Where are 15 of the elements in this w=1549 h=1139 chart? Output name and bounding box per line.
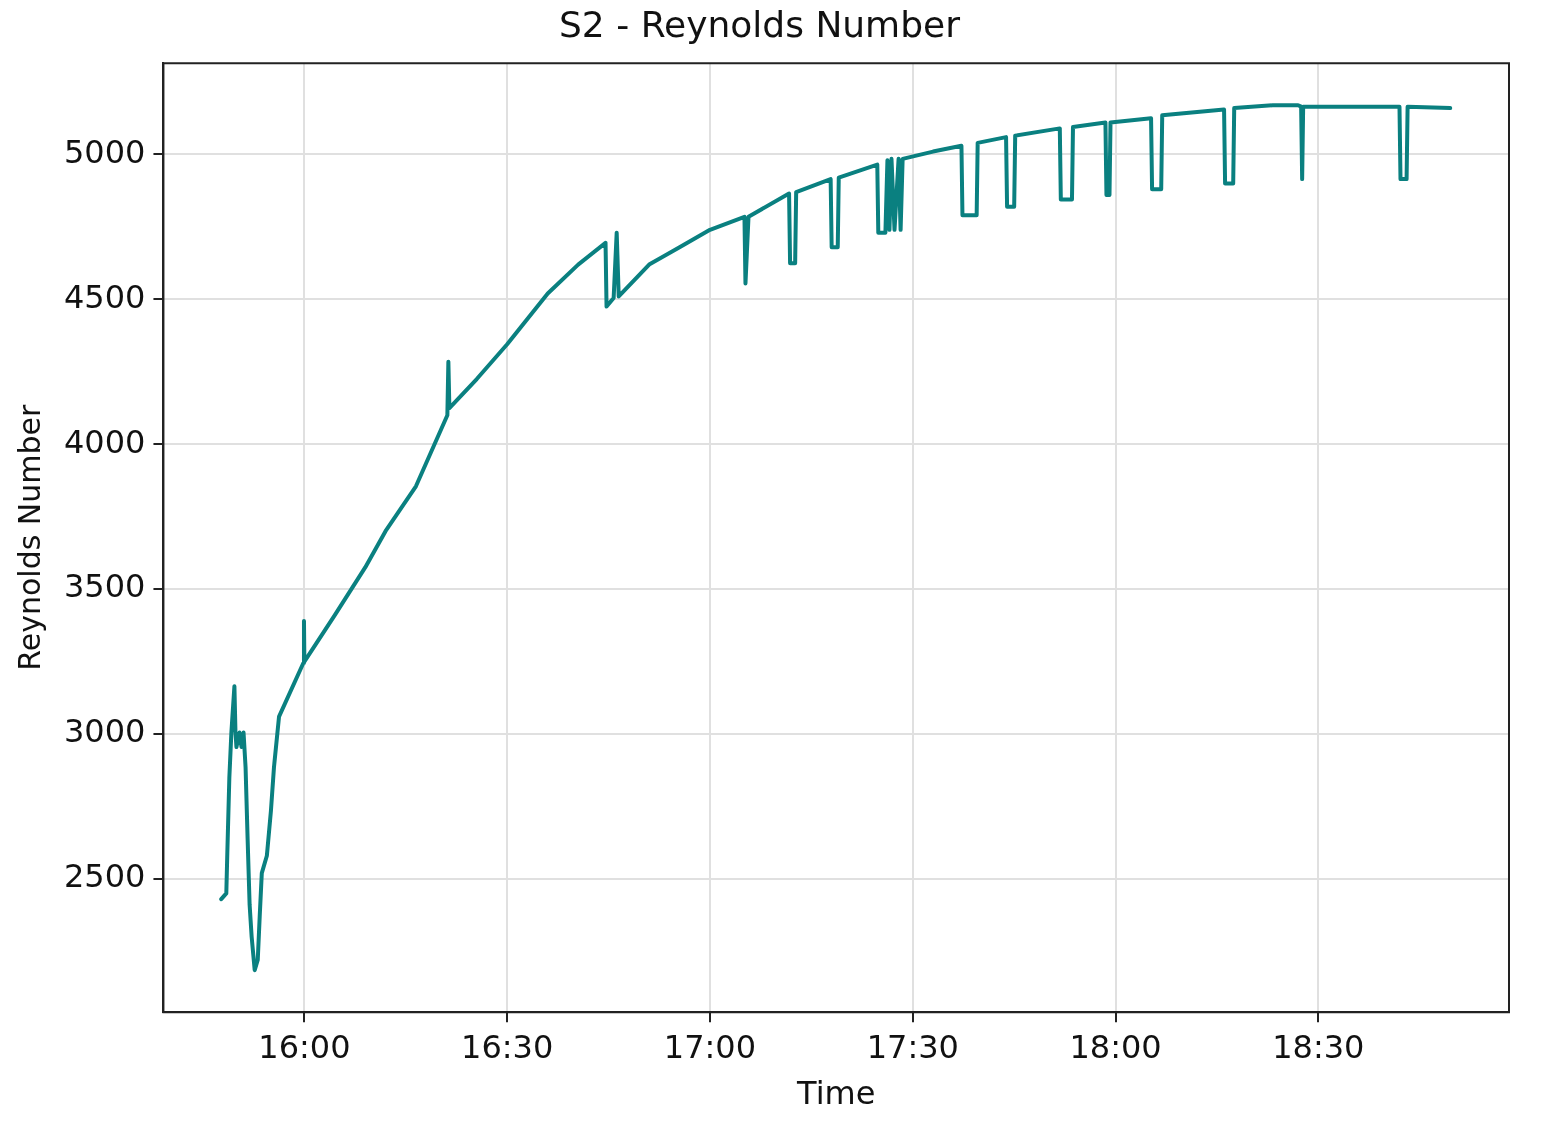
chart-title: S2 - Reynolds Number [559,3,961,45]
x-tick-label: 16:00 [258,1027,351,1066]
y-tick-label: 4500 [64,277,146,316]
x-tick-label: 16:30 [461,1027,554,1066]
y-tick-label: 4000 [64,422,146,461]
y-tick-label: 2500 [64,857,146,896]
y-tick-label: 3000 [64,712,146,751]
x-tick-label: 18:00 [1069,1027,1162,1066]
y-tick-label: 3500 [64,567,146,606]
y-tick-label: 5000 [64,132,146,171]
x-axis-title: Time [796,1074,876,1113]
x-tick-label: 17:30 [866,1027,959,1066]
x-tick-label: 17:00 [663,1027,757,1066]
x-tick-label: 18:30 [1272,1027,1365,1066]
y-axis-title: Reynolds Number [11,403,47,671]
